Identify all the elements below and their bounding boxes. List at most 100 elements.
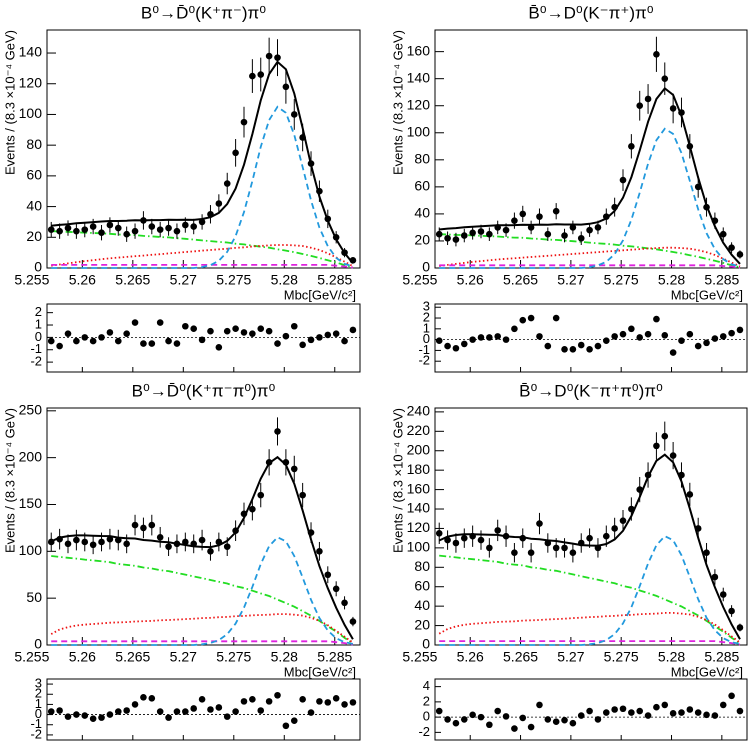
- data-point: [527, 224, 535, 231]
- pull-point: [494, 333, 502, 340]
- x-tick-label: 5.26: [69, 272, 96, 288]
- y-tick-label: 0: [34, 259, 42, 275]
- pull-point: [232, 708, 239, 715]
- pull-point: [694, 342, 702, 350]
- data-point: [628, 142, 635, 150]
- pull-point: [444, 342, 451, 350]
- data-point: [56, 227, 63, 235]
- data-point: [552, 207, 560, 215]
- data-point: [182, 221, 189, 229]
- pull-point: [561, 716, 568, 724]
- data-point: [678, 471, 685, 479]
- y-tick-label: 100: [19, 105, 43, 121]
- pull-point: [73, 711, 80, 718]
- data-point: [274, 428, 281, 435]
- pull-point: [502, 336, 510, 343]
- data-point: [207, 548, 214, 555]
- pull-point: [182, 322, 189, 330]
- pull-point: [628, 325, 635, 333]
- data-point: [106, 221, 114, 229]
- data-point: [47, 226, 55, 233]
- y-tick-label: 60: [414, 178, 430, 194]
- pull-point: [686, 706, 694, 713]
- x-tick-label: 5.255: [402, 649, 437, 665]
- pull-point: [81, 334, 89, 341]
- pull-point: [544, 342, 552, 350]
- x-tick-label: 5.27: [557, 649, 584, 665]
- pull-frame: [46, 303, 361, 373]
- data-point: [249, 505, 256, 513]
- data-point: [669, 105, 677, 112]
- data-point: [282, 83, 290, 91]
- pull-point: [669, 349, 677, 356]
- data-point: [527, 549, 535, 557]
- pull-point: [299, 341, 306, 349]
- pull-point: [577, 341, 585, 349]
- y-tick-label: 40: [414, 597, 430, 613]
- data-point: [232, 527, 239, 535]
- pull-y-tick-label: 0: [423, 331, 430, 346]
- y-tick-label: 20: [414, 232, 430, 248]
- x-tick-label: 5.26: [457, 649, 484, 665]
- pull-point: [511, 325, 518, 333]
- data-point: [324, 571, 332, 579]
- data-point: [140, 524, 147, 532]
- data-point: [519, 210, 527, 218]
- data-point: [332, 585, 340, 593]
- data-point: [173, 540, 181, 548]
- data-point: [324, 215, 332, 223]
- pull-point: [653, 315, 660, 323]
- pull-point: [644, 712, 652, 719]
- data-point: [686, 491, 694, 498]
- pull-point: [486, 334, 493, 341]
- data-point: [190, 223, 198, 230]
- pull-point: [536, 701, 543, 709]
- pull-point: [736, 707, 744, 715]
- data-point: [131, 227, 139, 235]
- pull-point: [223, 327, 231, 335]
- data-point: [469, 532, 476, 540]
- pull-point: [486, 721, 493, 729]
- pull-y-tick-label: 0: [423, 709, 430, 724]
- y-tick-label: 220: [407, 422, 431, 438]
- data-point: [290, 111, 298, 118]
- y-tick-label: 100: [407, 539, 431, 555]
- pull-point: [165, 337, 172, 345]
- pull-point: [123, 707, 130, 714]
- pull-point: [249, 330, 256, 337]
- data-point: [307, 160, 315, 167]
- data-point: [232, 149, 239, 157]
- pull-point: [435, 337, 443, 344]
- data-point: [703, 549, 710, 557]
- pull-point: [644, 330, 652, 338]
- x-axis-label: Mbc[GeV/c²]: [284, 287, 356, 302]
- pull-point: [324, 331, 332, 339]
- pull-point: [435, 707, 443, 715]
- pull-point: [636, 707, 644, 715]
- data-point: [611, 203, 618, 211]
- y-axis-label: Events / (8.3 ×10⁻⁴ GeV): [390, 30, 405, 175]
- data-point: [686, 142, 694, 150]
- pull-point: [207, 327, 214, 335]
- data-point: [636, 102, 644, 110]
- pull-point: [602, 709, 610, 716]
- pull-point: [452, 344, 460, 352]
- pull-y-tick-label: -2: [30, 354, 42, 369]
- x-tick-label: 5.275: [216, 272, 251, 288]
- data-point: [602, 532, 610, 540]
- data-point: [56, 535, 63, 543]
- data-point: [502, 226, 510, 234]
- chart-title: B⁰→D̄⁰(K⁺π⁻π⁰)π⁰: [132, 381, 276, 400]
- pull-point: [594, 716, 602, 723]
- data-point: [444, 234, 451, 242]
- data-point: [460, 534, 468, 542]
- pull-frame: [46, 678, 361, 741]
- data-point: [669, 452, 677, 459]
- data-point: [711, 573, 719, 581]
- pull-point: [469, 711, 476, 719]
- fit-curve: [438, 612, 741, 644]
- pull-point: [332, 330, 340, 337]
- data-point: [661, 75, 669, 82]
- pull-point: [140, 340, 147, 347]
